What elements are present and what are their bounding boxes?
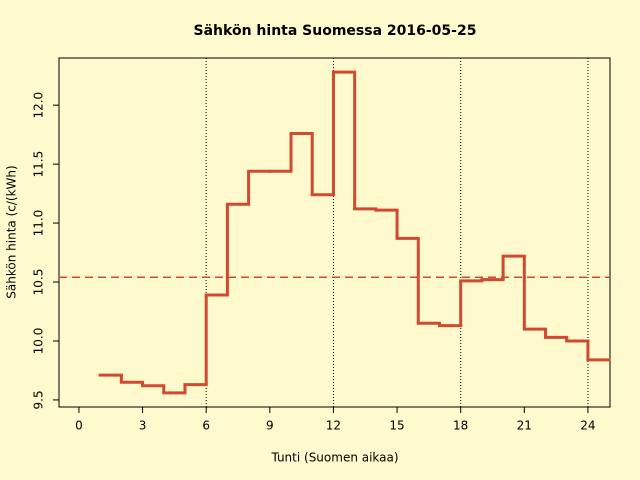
- x-tick-label: 9: [266, 419, 274, 433]
- plot-frame: [58, 57, 611, 408]
- x-tick-label: 12: [326, 419, 341, 433]
- y-tick-label: 10.0: [32, 328, 46, 355]
- y-tick-label: 10.5: [32, 269, 46, 296]
- x-tick-label: 15: [389, 419, 404, 433]
- y-tick-label: 12.0: [32, 92, 46, 119]
- x-tick-label: 21: [517, 419, 532, 433]
- y-axis-label: Sähkön hinta (c/(kWh): [5, 165, 19, 298]
- y-tick-label: 11.5: [32, 151, 46, 178]
- x-tick-label: 6: [202, 419, 210, 433]
- chart-title: Sähkön hinta Suomessa 2016-05-25: [194, 23, 477, 39]
- x-tick-label: 18: [453, 419, 468, 433]
- y-tick-label: 11.0: [32, 210, 46, 237]
- x-axis-label: Tunti (Suomen aikaa): [270, 451, 398, 465]
- x-tick-label: 0: [75, 419, 83, 433]
- x-tick-label: 24: [580, 419, 595, 433]
- y-tick-label: 9.5: [32, 390, 46, 409]
- x-tick-label: 3: [139, 419, 147, 433]
